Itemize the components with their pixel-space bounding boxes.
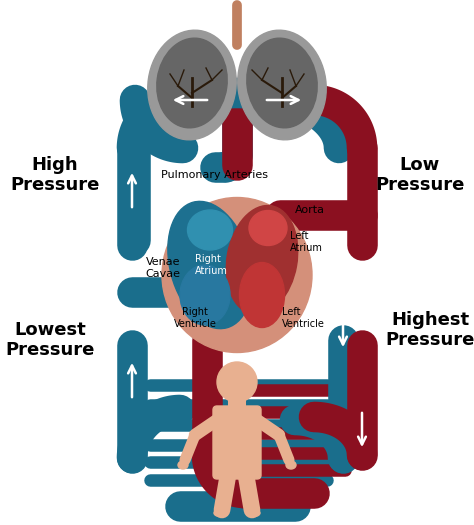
- Ellipse shape: [188, 210, 233, 250]
- Ellipse shape: [157, 38, 227, 128]
- Circle shape: [217, 362, 257, 402]
- Ellipse shape: [247, 38, 317, 128]
- Ellipse shape: [226, 205, 298, 314]
- Text: Lowest
Pressure: Lowest Pressure: [5, 321, 95, 360]
- Ellipse shape: [238, 30, 326, 140]
- Text: Aorta: Aorta: [295, 205, 325, 215]
- Ellipse shape: [162, 197, 312, 352]
- Ellipse shape: [286, 461, 296, 469]
- Ellipse shape: [248, 509, 260, 517]
- Text: Pulmonary Arteries: Pulmonary Arteries: [162, 170, 268, 180]
- Ellipse shape: [178, 461, 188, 469]
- Text: Right
Atrium: Right Atrium: [195, 254, 228, 276]
- Text: Venae
Cavae: Venae Cavae: [146, 257, 181, 279]
- Ellipse shape: [239, 262, 284, 328]
- Ellipse shape: [214, 509, 226, 517]
- Ellipse shape: [180, 265, 230, 325]
- Text: Left
Atrium: Left Atrium: [290, 231, 323, 253]
- Text: Low
Pressure: Low Pressure: [375, 155, 465, 194]
- Text: High
Pressure: High Pressure: [10, 155, 100, 194]
- Ellipse shape: [249, 211, 287, 246]
- Text: Left
Ventricle: Left Ventricle: [282, 307, 325, 329]
- Ellipse shape: [168, 202, 252, 329]
- Text: Highest
Pressure: Highest Pressure: [385, 311, 474, 350]
- Text: Right
Ventricle: Right Ventricle: [173, 307, 217, 329]
- FancyBboxPatch shape: [213, 406, 261, 479]
- Ellipse shape: [148, 30, 236, 140]
